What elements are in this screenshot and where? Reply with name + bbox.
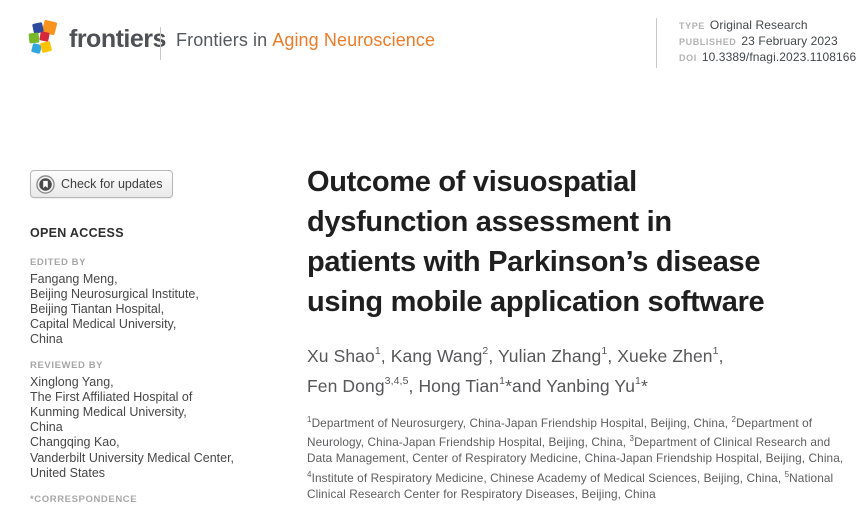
- article-main: Outcome of visuospatial dysfunction asses…: [307, 162, 855, 502]
- journal-title: Aging Neuroscience: [272, 29, 436, 50]
- reviewed-by-label: REVIEWED BY: [30, 359, 104, 371]
- author-list: Xu Shao1, Kang Wang2, Yulian Zhang1, Xue…: [307, 345, 724, 396]
- page-header: frontiers Frontiers in Aging Neuroscienc…: [0, 0, 865, 80]
- header-divider: [160, 27, 161, 60]
- meta-value-doi: 10.3389/fnagi.2023.1108166: [701, 50, 857, 64]
- brand-name: frontiers: [69, 25, 166, 53]
- meta-row-doi: DOI 10.3389/fnagi.2023.1108166: [679, 50, 856, 64]
- frontiers-logo: frontiers: [28, 20, 166, 58]
- edited-by-label: EDITED BY: [30, 256, 87, 268]
- meta-label-type: TYPE: [679, 21, 705, 31]
- journal-name: Frontiers in Aging Neuroscience: [176, 0, 435, 80]
- edited-by-names: Fangang Meng, Beijing Neurosurgical Insti…: [30, 271, 199, 347]
- article-title: Outcome of visuospatial dysfunction asses…: [307, 166, 765, 318]
- edited-by-section: EDITED BY Fangang Meng, Beijing Neurosurg…: [30, 257, 275, 348]
- article-meta: TYPE Original Research PUBLISHED 23 Febr…: [656, 18, 856, 68]
- frontiers-logo-icon: [28, 20, 58, 54]
- journal-prefix: Frontiers in: [176, 29, 268, 50]
- crossmark-icon: [36, 174, 55, 194]
- reviewed-by-section: REVIEWED BY Xinglong Yang, The First Affi…: [30, 360, 275, 481]
- correspondence-section: *CORRESPONDENCE: [30, 494, 275, 505]
- article-sidebar: Check for updates OPEN ACCESS EDITED BY …: [30, 170, 275, 505]
- reviewed-by-names: Xinglong Yang, The First Affiliated Hospi…: [30, 374, 235, 480]
- meta-row-published: PUBLISHED 23 February 2023: [679, 34, 856, 48]
- meta-label-doi: DOI: [679, 53, 697, 63]
- affiliation-list: 1Department of Neurosurgery, China-Japan…: [307, 414, 844, 502]
- meta-value-published: 23 February 2023: [741, 34, 838, 48]
- check-for-updates-button[interactable]: Check for updates: [30, 170, 174, 198]
- open-access-label: OPEN ACCESS: [30, 225, 124, 240]
- check-for-updates-label: Check for updates: [61, 177, 163, 191]
- correspondence-label: *CORRESPONDENCE: [30, 493, 138, 505]
- meta-value-type: Original Research: [709, 18, 808, 32]
- meta-row-type: TYPE Original Research: [679, 18, 856, 32]
- meta-label-published: PUBLISHED: [679, 37, 737, 47]
